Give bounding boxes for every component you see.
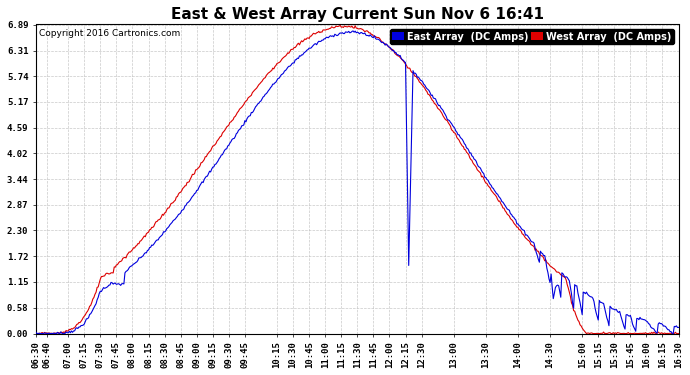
- Text: Copyright 2016 Cartronics.com: Copyright 2016 Cartronics.com: [39, 29, 181, 38]
- Legend: East Array  (DC Amps), West Array  (DC Amps): East Array (DC Amps), West Array (DC Amp…: [390, 29, 673, 44]
- Title: East & West Array Current Sun Nov 6 16:41: East & West Array Current Sun Nov 6 16:4…: [171, 7, 544, 22]
